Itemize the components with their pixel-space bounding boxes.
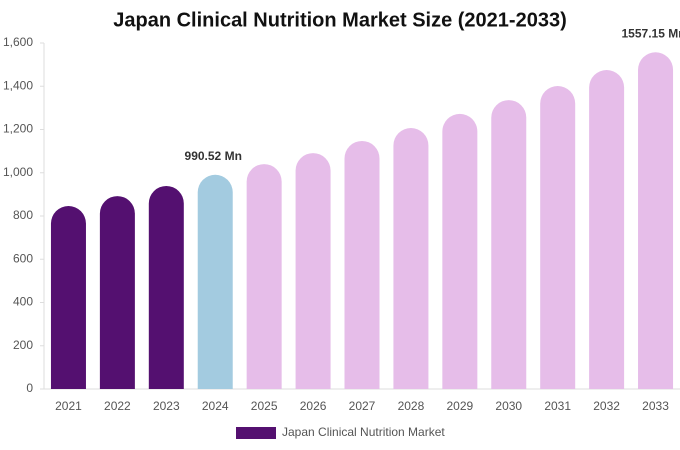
x-tick-label: 2028 (398, 399, 425, 413)
bar (344, 140, 380, 389)
x-tick-label: 2030 (495, 399, 522, 413)
x-tick-label: 2032 (593, 399, 620, 413)
y-tick-label: 1,600 (3, 35, 33, 49)
y-tick-label: 1,200 (3, 122, 33, 136)
y-tick-label: 1,000 (3, 165, 33, 179)
x-tick-label: 2025 (251, 399, 278, 413)
y-tick-label: 600 (13, 251, 33, 265)
bar (246, 164, 282, 389)
y-tick-label: 800 (13, 208, 33, 222)
bar (197, 174, 233, 389)
legend-label: Japan Clinical Nutrition Market (282, 425, 445, 439)
bar (491, 100, 527, 389)
legend-swatch (236, 427, 276, 439)
x-tick-label: 2029 (446, 399, 473, 413)
x-tick-label: 2022 (104, 399, 131, 413)
bar (148, 185, 184, 389)
x-tick-label: 2026 (300, 399, 327, 413)
x-tick-label: 2031 (544, 399, 571, 413)
data-label: 990.52 Mn (185, 149, 242, 163)
y-tick-label: 200 (13, 338, 33, 352)
bar (442, 113, 478, 389)
bar (393, 127, 429, 389)
y-tick-label: 1,400 (3, 78, 33, 92)
x-tick-label: 2027 (349, 399, 376, 413)
x-tick-label: 2023 (153, 399, 180, 413)
x-tick-label: 2033 (642, 399, 669, 413)
x-tick-label: 2021 (55, 399, 82, 413)
x-tick-label: 2024 (202, 399, 229, 413)
bar (540, 86, 576, 389)
bar (99, 196, 135, 389)
y-tick-label: 400 (13, 295, 33, 309)
bar (295, 153, 331, 389)
chart-title: Japan Clinical Nutrition Market Size (20… (113, 9, 567, 31)
bar (638, 52, 674, 390)
bar (589, 70, 625, 389)
data-label: 1557.15 Mn (622, 26, 680, 40)
y-tick-label: 0 (26, 381, 33, 395)
bar (50, 206, 86, 389)
